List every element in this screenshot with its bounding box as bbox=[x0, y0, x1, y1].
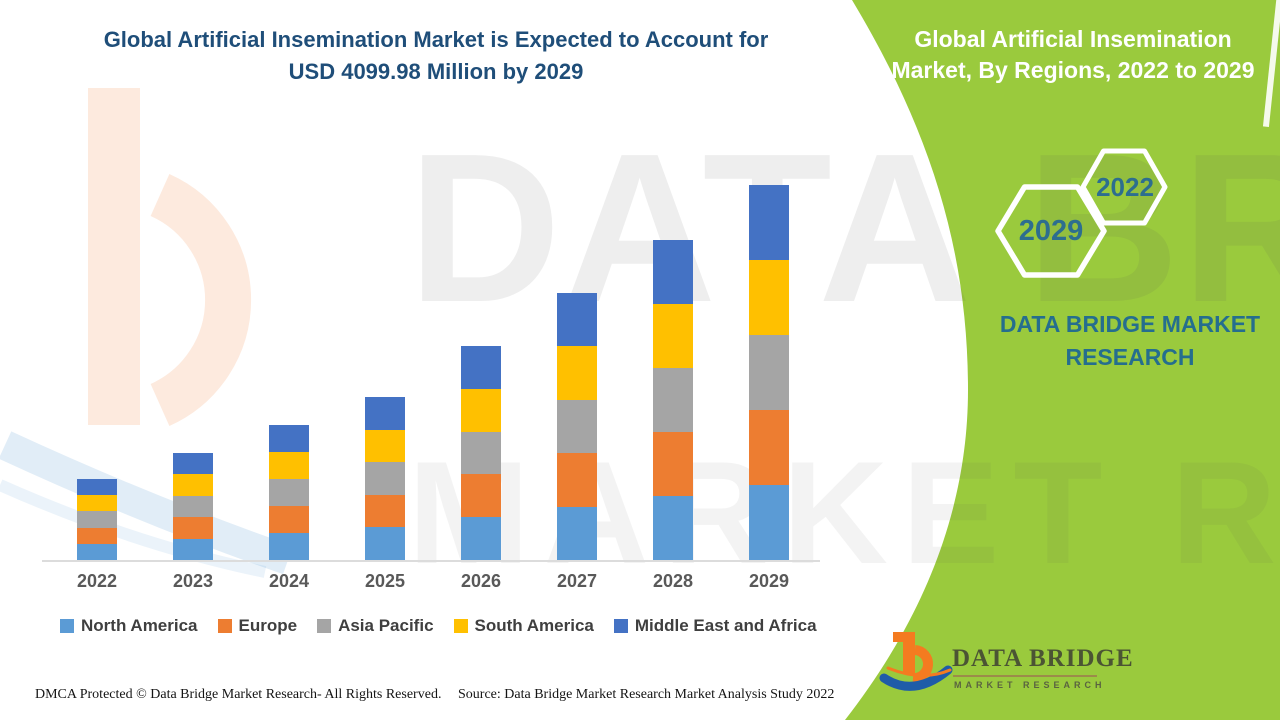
legend-swatch-icon bbox=[453, 619, 468, 633]
x-axis-label-2027: 2027 bbox=[556, 571, 598, 591]
bar-segment-2022-south-america bbox=[77, 495, 117, 512]
brand-wordmark: DATA BRIDGE MARKET RESEARCH bbox=[999, 311, 1261, 370]
legend-swatch-icon bbox=[217, 619, 232, 633]
legend-swatch-icon bbox=[60, 619, 74, 633]
bar-2025 bbox=[365, 397, 405, 560]
bar-segment-2023-middle-east-and-africa bbox=[173, 453, 213, 475]
bar-segment-2027-asia-pacific bbox=[557, 399, 597, 454]
bar-segment-2025-asia-pacific bbox=[365, 462, 405, 495]
x-axis-label-2026: 2026 bbox=[460, 571, 502, 591]
chart-title-line2: USD 4099.98 Million by 2029 bbox=[288, 59, 584, 84]
logo-subtitle: MARKET RESEARCH bbox=[954, 680, 1106, 690]
stacked-bar-chart bbox=[77, 185, 789, 560]
bar-segment-2025-north-america bbox=[365, 527, 405, 560]
bar-segment-2028-south-america bbox=[653, 304, 693, 368]
legend-label: Middle East and Africa bbox=[634, 616, 817, 635]
side-panel-title: Global Artificial Insemination Market, B… bbox=[891, 26, 1255, 83]
bar-segment-2022-middle-east-and-africa bbox=[77, 479, 117, 496]
bar-segment-2027-north-america bbox=[557, 506, 597, 560]
bar-segment-2029-europe bbox=[749, 410, 789, 485]
bar-segment-2023-south-america bbox=[173, 474, 213, 496]
legend-item-europe: Europe bbox=[217, 616, 298, 636]
bar-segment-2026-asia-pacific bbox=[461, 431, 501, 475]
bar-segment-2027-south-america bbox=[557, 346, 597, 400]
chart-legend: North America Europe Asia Pacific South Ame… bbox=[60, 616, 817, 636]
bar-segment-2029-north-america bbox=[749, 485, 789, 560]
bar-segment-2024-south-america bbox=[269, 452, 309, 479]
x-axis-label-2029: 2029 bbox=[748, 571, 790, 591]
bar-2023 bbox=[173, 453, 213, 560]
bar-segment-2028-asia-pacific bbox=[653, 368, 693, 432]
legend-item-north-america: North America bbox=[60, 616, 198, 636]
bar-segment-2025-south-america bbox=[365, 429, 405, 463]
hexagon-year-2029: 2029 bbox=[1018, 215, 1084, 247]
x-axis-label-2023: 2023 bbox=[172, 571, 214, 591]
legend-item-south-america: South America bbox=[453, 616, 594, 636]
legend-item-middle-east-and-africa: Middle East and Africa bbox=[613, 616, 817, 636]
bar-segment-2024-middle-east-and-africa bbox=[269, 425, 309, 452]
x-axis-label-2022: 2022 bbox=[76, 571, 118, 591]
bar-2026 bbox=[461, 346, 501, 560]
bar-segment-2026-europe bbox=[461, 474, 501, 518]
bar-segment-2024-north-america bbox=[269, 533, 309, 560]
legend-label: Asia Pacific bbox=[338, 616, 434, 635]
bar-segment-2028-middle-east-and-africa bbox=[653, 240, 693, 304]
x-axis-label-2028: 2028 bbox=[652, 571, 694, 591]
x-axis-labels: 2022 2023 2024 2025 2026 2027 2028 2029 bbox=[0, 571, 845, 595]
bar-segment-2023-north-america bbox=[173, 538, 213, 560]
legend-label: Europe bbox=[238, 616, 298, 635]
bar-segment-2028-north-america bbox=[653, 496, 693, 560]
bar-segment-2024-asia-pacific bbox=[269, 479, 309, 506]
bar-segment-2026-middle-east-and-africa bbox=[461, 346, 501, 389]
bar-segment-2029-asia-pacific bbox=[749, 335, 789, 410]
bar-segment-2026-south-america bbox=[461, 388, 501, 432]
legend-label: North America bbox=[81, 616, 198, 635]
bar-segment-2025-europe bbox=[365, 494, 405, 528]
watermark-text-line1: DATA BRIDGE bbox=[408, 109, 1280, 346]
bar-segment-2025-middle-east-and-africa bbox=[365, 397, 405, 430]
bar-segment-2022-europe bbox=[77, 527, 117, 544]
logo-underline bbox=[953, 675, 1097, 677]
bar-segment-2028-europe bbox=[653, 432, 693, 496]
bar-2029 bbox=[749, 185, 789, 560]
logo-title: DATA BRIDGE bbox=[952, 645, 1134, 672]
source-note: Source: Data Bridge Market Research Mark… bbox=[458, 687, 835, 702]
x-axis-label-2025: 2025 bbox=[364, 571, 406, 591]
legend-swatch-icon bbox=[317, 619, 332, 633]
bar-segment-2024-europe bbox=[269, 506, 309, 533]
bar-segment-2027-middle-east-and-africa bbox=[557, 293, 597, 347]
bar-segment-2026-north-america bbox=[461, 517, 501, 560]
bar-2027 bbox=[557, 293, 597, 560]
bar-segment-2029-middle-east-and-africa bbox=[749, 185, 789, 260]
bar-segment-2022-north-america bbox=[77, 543, 117, 560]
bar-segment-2023-asia-pacific bbox=[173, 495, 213, 518]
hexagon-year-2022: 2022 bbox=[1096, 172, 1154, 202]
bar-segment-2029-south-america bbox=[749, 260, 789, 335]
dmca-notice: DMCA Protected © Data Bridge Market Rese… bbox=[35, 687, 442, 702]
bar-segment-2023-europe bbox=[173, 517, 213, 539]
x-axis-label-2024: 2024 bbox=[268, 571, 310, 591]
legend-item-asia-pacific: Asia Pacific bbox=[317, 616, 434, 636]
chart-title: Global Artificial Insemination Market is… bbox=[66, 24, 806, 88]
bar-2024 bbox=[269, 425, 309, 560]
bar-segment-2027-europe bbox=[557, 453, 597, 507]
bar-2022 bbox=[77, 479, 117, 560]
x-axis-line bbox=[42, 560, 820, 562]
bar-segment-2022-asia-pacific bbox=[77, 511, 117, 528]
bar-2028 bbox=[653, 240, 693, 560]
legend-label: South America bbox=[474, 616, 594, 635]
chart-title-line1: Global Artificial Insemination Market is… bbox=[103, 27, 769, 52]
legend-swatch-icon bbox=[613, 619, 628, 633]
